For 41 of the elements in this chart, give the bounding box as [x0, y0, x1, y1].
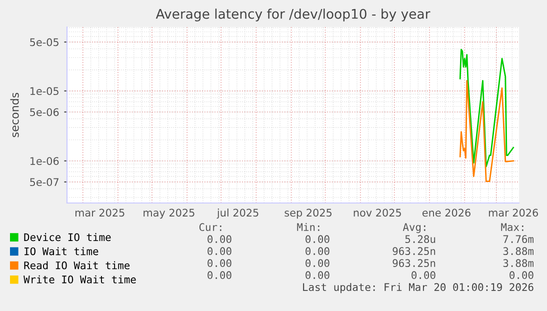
- text: 0.00: [208, 235, 232, 244]
- legend-label: Device IO time: [24, 233, 111, 242]
- legend-label: Write IO Wait time: [24, 275, 136, 284]
- text: 5.28u: [405, 235, 436, 244]
- y-tick-label: 5e-06: [30, 108, 59, 116]
- x-tick-label: jul 2025: [216, 208, 258, 219]
- x-tick-label: may 2025: [144, 208, 194, 219]
- text: 963.25n: [392, 247, 436, 256]
- chart-title: Average latency for /dev/loop10 - by year: [156, 8, 430, 22]
- text: 0.00: [412, 271, 436, 280]
- x-tick-label: mar 2026: [488, 208, 538, 217]
- legend-label: Read IO Wait time: [24, 261, 130, 270]
- y-tick-label: 1e-05: [30, 87, 58, 96]
- text: 0.00: [510, 271, 534, 280]
- text: 7.76m: [503, 235, 534, 244]
- text: 0.00: [306, 259, 330, 268]
- text: 0.00: [208, 271, 232, 280]
- text: 963.25n: [392, 259, 436, 268]
- x-tick-label: ene 2026: [422, 208, 470, 217]
- text: 3.88m: [503, 247, 534, 256]
- text: 0.00: [208, 247, 232, 256]
- y-tick-label: 1e-06: [30, 157, 59, 165]
- line-series: [459, 80, 514, 182]
- text: Cur:: [199, 223, 222, 232]
- x-tick-label: nov 2025: [354, 208, 401, 217]
- text: 3.88m: [503, 259, 534, 268]
- text: 0.00: [208, 259, 232, 268]
- y-axis-title: seconds: [10, 92, 19, 138]
- text: 0.00: [306, 247, 330, 256]
- y-tick-label: 5e-05: [30, 38, 58, 46]
- text: Avg:: [402, 223, 426, 234]
- text: Last update: Fri Mar 20 01:00:19 2026: [303, 282, 534, 294]
- text: Max:: [501, 223, 524, 232]
- line-series: [459, 48, 514, 168]
- y-tick-label: 5e-07: [30, 178, 58, 186]
- text: 0.00: [306, 235, 330, 244]
- text: 0.00: [306, 271, 330, 280]
- x-tick-label: mar 2025: [75, 208, 124, 217]
- x-tick-label: sep 2025: [284, 208, 332, 219]
- legend-label: IO Wait time: [24, 247, 98, 256]
- text: Min:: [297, 222, 320, 231]
